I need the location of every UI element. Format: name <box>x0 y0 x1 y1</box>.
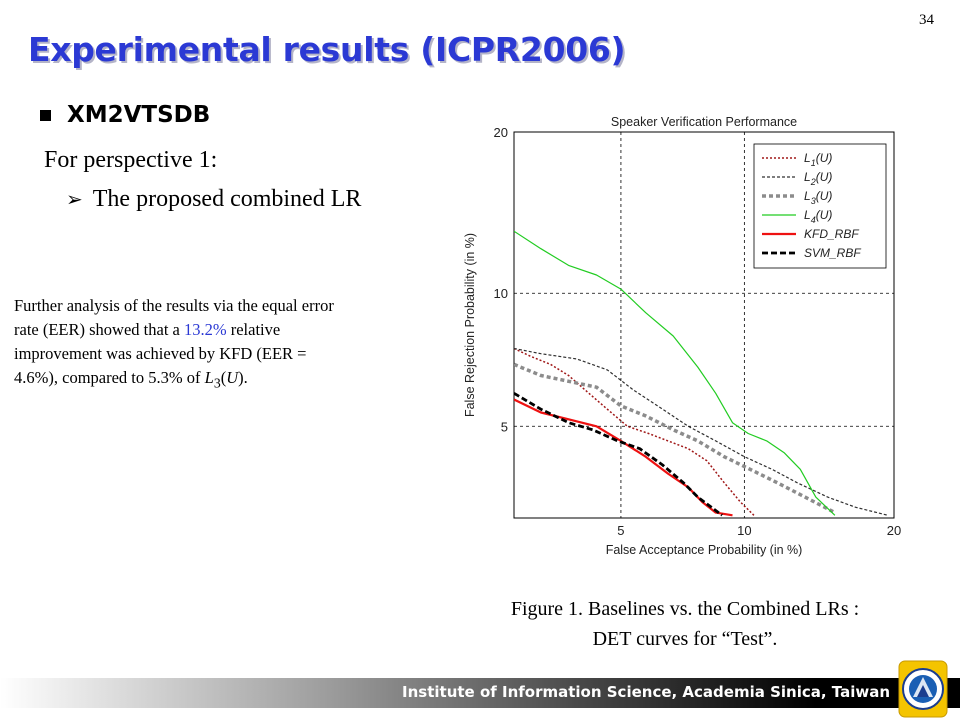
footer-bar: Institute of Information Science, Academ… <box>0 678 960 708</box>
caption-line-2: DET curves for “Test”. <box>592 628 778 650</box>
legend-label-sub: 1 <box>811 158 816 168</box>
sub-line: For perspective 1: <box>44 147 218 173</box>
legend-label-6: SVM_RBF <box>804 246 861 260</box>
x-tick-label: 10 <box>737 523 751 538</box>
arrow-bullet-icon: ➢ <box>66 189 83 211</box>
note-l3-open: ( <box>220 368 227 387</box>
legend-label-sub: 3 <box>811 196 816 206</box>
analysis-note: Further analysis of the results via the … <box>14 294 354 395</box>
note-l3-sub: 3 <box>213 375 221 391</box>
legend-box <box>753 143 887 269</box>
legend-label-rest: (U) <box>816 170 833 184</box>
y-tick-label: 10 <box>494 286 508 301</box>
arrow-line: ➢ The proposed combined LR <box>66 186 361 213</box>
legend-label-letter: L <box>804 208 811 222</box>
x-tick-label: 5 <box>617 523 624 538</box>
chart-title: Speaker Verification Performance <box>611 115 797 129</box>
footer-text: Institute of Information Science, Academ… <box>402 683 890 701</box>
legend-label-letter: L <box>804 189 811 203</box>
page-number: 34 <box>919 12 934 28</box>
arrow-line-text: The proposed combined LR <box>92 186 362 212</box>
legend-label-2: L2(U) <box>804 170 832 187</box>
series-line-3 <box>514 362 836 515</box>
det-chart: Speaker Verification Performance 5 10 20 5 10… <box>444 104 914 564</box>
note-l3-u: U <box>226 368 239 387</box>
legend-label-sub: 4 <box>811 215 816 225</box>
series-line-1 <box>514 347 755 516</box>
y-tick-label: 5 <box>501 419 508 434</box>
legend-label-letter: L <box>804 170 811 184</box>
bullet-text: XM2VTSDB <box>67 102 211 128</box>
y-tick-label: 20 <box>494 125 508 140</box>
y-axis-label: False Rejection Probability (in %) <box>463 233 477 417</box>
series-line-2 <box>514 347 889 516</box>
institute-seal-logo-icon <box>898 660 948 718</box>
note-text-2: relative improvement was achieved by KFD… <box>14 320 307 387</box>
note-l3-letter: L <box>204 368 214 387</box>
figure-caption: Figure 1. Baselines vs. the Combined LRs… <box>430 594 940 654</box>
legend-label-rest: (U) <box>816 151 833 165</box>
legend-label-rest: (U) <box>816 208 833 222</box>
square-bullet-icon <box>40 109 51 121</box>
note-l3-close: ). <box>238 368 248 387</box>
series-line-4 <box>514 230 836 516</box>
x-tick-label: 20 <box>887 523 901 538</box>
caption-line-1: Figure 1. Baselines vs. the Combined LRs… <box>510 598 860 620</box>
legend-label-1: L1(U) <box>804 151 832 168</box>
legend-label-letter: L <box>804 151 811 165</box>
slide-title: Experimental results (ICPR2006) <box>28 30 626 69</box>
note-text-1: Further analysis of the results via the … <box>14 296 334 339</box>
legend-label-rest: (U) <box>816 189 833 203</box>
x-axis-label: False Acceptance Probability (in %) <box>606 543 803 557</box>
legend-label-4: L4(U) <box>804 208 832 225</box>
bullet-row: XM2VTSDB <box>40 102 210 128</box>
note-highlight: 13.2% <box>183 320 227 339</box>
legend-label-3: L3(U) <box>804 189 832 206</box>
legend-label-5: KFD_RBF <box>804 227 859 241</box>
series-line-6 <box>514 392 723 517</box>
legend-label-sub: 2 <box>810 177 816 187</box>
det-chart-svg: Speaker Verification Performance 5 10 20 5 10… <box>463 115 901 557</box>
